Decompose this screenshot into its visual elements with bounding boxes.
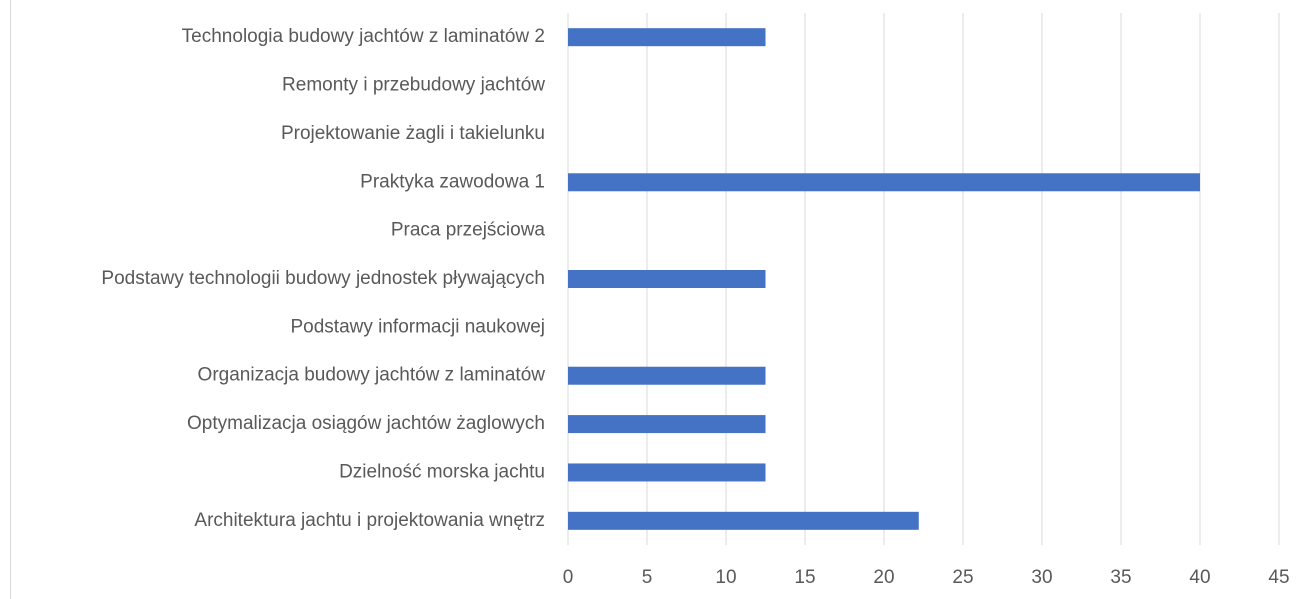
y-tick-label: Praktyka zawodowa 1: [360, 171, 545, 192]
y-tick-label: Praca przejściowa: [391, 220, 546, 241]
bar: [568, 366, 766, 385]
y-tick-label: Remonty i przebudowy jachtów: [282, 75, 545, 96]
x-tick-label: 45: [1268, 567, 1289, 588]
bar: [568, 463, 766, 482]
y-tick-label: Architektura jachtu i projektowania wnęt…: [194, 510, 545, 531]
y-tick-label: Dzielność morska jachtu: [339, 461, 545, 482]
x-tick-label: 20: [873, 567, 894, 588]
y-tick-label: Optymalizacja osiągów jachtów żaglowych: [187, 413, 545, 434]
y-tick-label: Organizacja budowy jachtów z laminatów: [198, 365, 546, 386]
y-tick-label: Podstawy informacji naukowej: [290, 316, 545, 337]
bar: [568, 415, 766, 434]
bar: [568, 511, 919, 530]
x-tick-label: 0: [563, 567, 574, 588]
bar: [568, 270, 766, 288]
bar: [568, 173, 1200, 192]
y-tick-label: Technologia budowy jachtów z laminatów 2: [182, 26, 545, 47]
y-tick-label: Podstawy technologii budowy jednostek pł…: [101, 268, 545, 289]
x-tick-label: 25: [952, 567, 973, 588]
x-tick-label: 15: [794, 567, 815, 588]
x-tick-label: 30: [1031, 567, 1052, 588]
bar: [568, 28, 766, 47]
x-tick-label: 5: [642, 567, 653, 588]
x-tick-label: 40: [1189, 567, 1210, 588]
x-tick-label: 35: [1110, 567, 1131, 588]
x-tick-label: 10: [715, 567, 736, 588]
y-tick-label: Projektowanie żagli i takielunku: [281, 123, 545, 144]
